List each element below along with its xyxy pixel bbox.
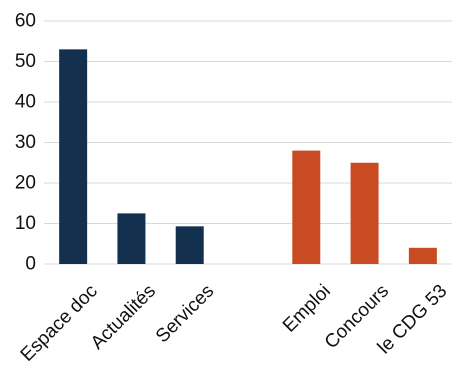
y-tick-label: 20 (15, 173, 36, 194)
y-axis-ticks: 0 10 20 30 40 50 60 (15, 11, 36, 275)
y-tick-label: 40 (15, 92, 36, 113)
bar (408, 247, 437, 264)
bar (175, 226, 204, 264)
bar (59, 49, 88, 264)
x-category-label: Espace doc (17, 281, 102, 366)
bar (292, 150, 321, 264)
bar (350, 162, 379, 264)
x-category-label: Emploi (279, 281, 335, 337)
y-tick-label: 10 (15, 213, 36, 234)
bars (59, 49, 437, 264)
bar (117, 213, 146, 264)
y-tick-label: 30 (15, 132, 36, 153)
x-category-label: Actualités (87, 281, 160, 354)
y-tick-label: 50 (15, 51, 36, 72)
x-category-label: Services (152, 281, 218, 347)
y-tick-label: 60 (15, 11, 36, 32)
y-tick-label: 0 (25, 254, 36, 275)
gridlines (44, 20, 452, 265)
